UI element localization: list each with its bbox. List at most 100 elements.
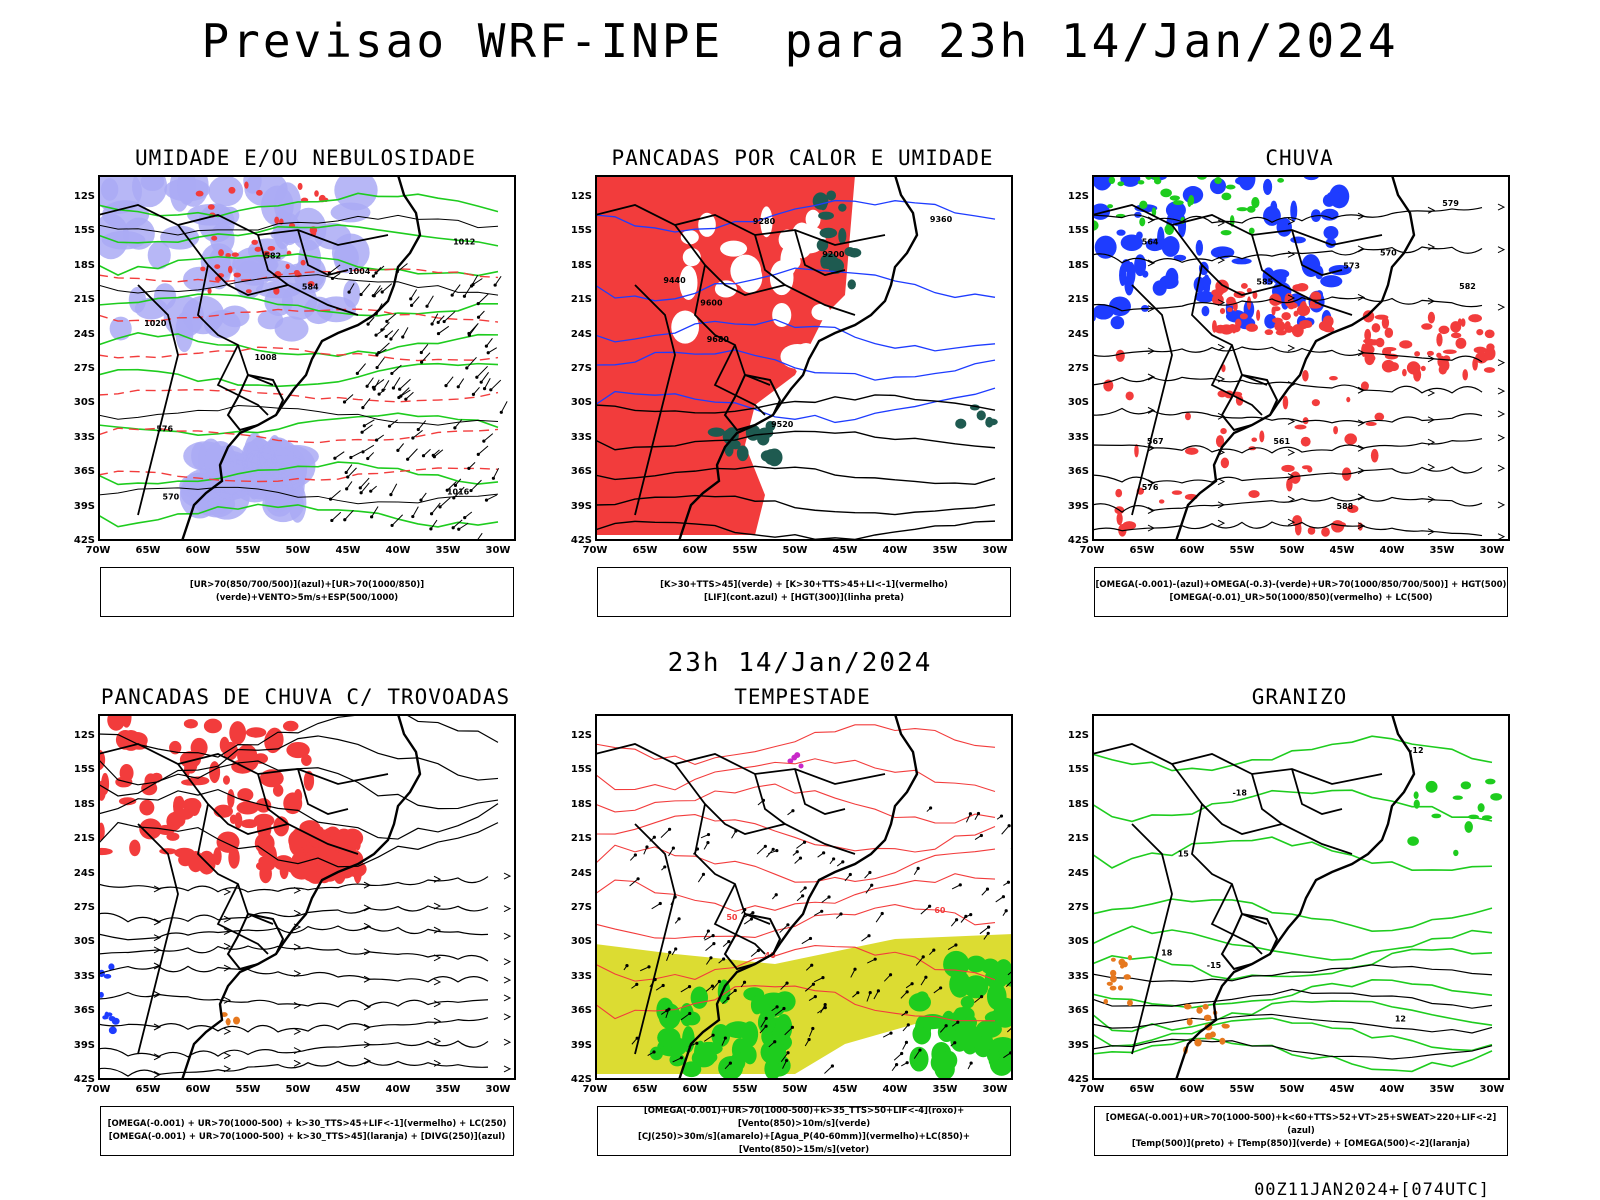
field-patch (1302, 369, 1309, 382)
coastline (1174, 175, 1416, 541)
streamline-arrow (1427, 297, 1436, 305)
wind-vector (331, 511, 342, 521)
contour-label: 15 (1178, 849, 1190, 858)
field-patch (259, 864, 272, 884)
border-line (137, 284, 179, 516)
wind-vector (915, 956, 924, 966)
wind-vector-head (786, 1051, 790, 1055)
contour-label: 12 (1395, 1015, 1406, 1024)
wind-vector (400, 389, 411, 397)
field-patch (1344, 433, 1357, 445)
field-patch (219, 736, 230, 754)
field-patch (1413, 799, 1420, 809)
streamline-arrow (1427, 206, 1436, 214)
field-patch (1413, 791, 1419, 800)
streamline (98, 991, 489, 1008)
lat-tick-label: 21S (570, 294, 592, 306)
field-patch (147, 241, 171, 270)
lon-tick-label: 55W (732, 1084, 758, 1095)
wind-vector (391, 514, 403, 526)
wind-vector (483, 433, 494, 442)
isoline (1092, 1038, 1493, 1060)
isoline (1092, 735, 1493, 772)
wind-vector (431, 502, 441, 515)
wind-vector-head (706, 832, 711, 837)
lat-tick-label: 21S (1067, 294, 1089, 306)
wind-vector-head (880, 911, 884, 916)
streamline-arrow (1287, 449, 1296, 456)
wind-vector (410, 289, 418, 300)
streamline-arrow (433, 1017, 442, 1025)
streamline-arrow (1217, 501, 1226, 509)
field-patch (1450, 332, 1462, 339)
wind-vector-head (345, 487, 349, 491)
wind-vector (372, 285, 381, 296)
streamline-arrow (223, 1027, 232, 1035)
isoline (98, 253, 499, 277)
field-patch (1210, 246, 1235, 259)
field-patch (690, 986, 709, 1009)
field-patch (1194, 1038, 1202, 1047)
streamline-arrow (1427, 389, 1436, 397)
lat-tick-label: 24S (1067, 867, 1089, 879)
field-patch (985, 416, 994, 428)
wind-vector-head (986, 931, 990, 935)
field-patch (658, 1003, 681, 1030)
panel-legend: [OMEGA(-0.001) + UR>70(1000-500) + k>30_… (100, 1106, 514, 1156)
panel-title: UMIDADE E/OU NEBULOSIDADE (134, 146, 477, 170)
streamline-arrow (1147, 216, 1156, 224)
streamline-arrow (223, 942, 232, 950)
streamline-arrow (1287, 250, 1296, 258)
field-patch (960, 996, 975, 1009)
field-patch (1110, 957, 1116, 962)
wind-vector-head (701, 872, 706, 876)
isoline (98, 467, 499, 483)
wind-vector (334, 451, 345, 459)
field-patch (1115, 488, 1123, 498)
field-patch (1460, 318, 1466, 327)
field-patch (1252, 291, 1258, 300)
wind-vector (490, 379, 502, 391)
contour-label: 9280 (753, 217, 776, 226)
wind-vector-head (853, 967, 857, 971)
wind-vector (680, 986, 690, 993)
streamline-arrow (1357, 467, 1366, 475)
field-patch (354, 837, 361, 851)
wind-vector-head (438, 505, 442, 509)
lat-tick-label: 21S (73, 833, 95, 845)
coastline (1174, 714, 1416, 1080)
wind-vector (330, 490, 341, 500)
wind-vector (438, 325, 450, 334)
wind-vector-head (330, 518, 334, 523)
wind-vector-head (894, 1063, 899, 1067)
field-patch (1484, 329, 1495, 339)
wind-vector-head (839, 912, 843, 916)
isoline (595, 349, 996, 381)
wind-vector-head (430, 322, 434, 326)
wind-vector-head (726, 996, 730, 1001)
streamline-arrow (153, 946, 162, 954)
wind-vector (362, 398, 371, 408)
isoline (98, 821, 499, 868)
field-patch (1381, 359, 1396, 373)
wind-vector-head (763, 844, 767, 848)
wind-vector-head (916, 866, 920, 870)
field-patch (229, 721, 247, 745)
field-patch (1119, 264, 1127, 286)
field-patch (245, 289, 252, 294)
field-patch (721, 1056, 742, 1079)
field-patch (1256, 309, 1261, 321)
field-patch (1145, 238, 1164, 252)
field-patch (1269, 299, 1283, 305)
field-patch (200, 266, 206, 272)
border-line (1251, 234, 1283, 286)
field-patch (1438, 364, 1448, 375)
wind-vector-head (444, 384, 448, 388)
field-patch (314, 190, 319, 197)
lat-tick-label: 18S (570, 798, 592, 810)
field-patch (274, 316, 309, 342)
field-patch (1125, 391, 1134, 401)
wind-vector-head (771, 847, 775, 851)
lon-tick-label: 30W (485, 1084, 511, 1095)
contour-label: 573 (1343, 261, 1360, 270)
